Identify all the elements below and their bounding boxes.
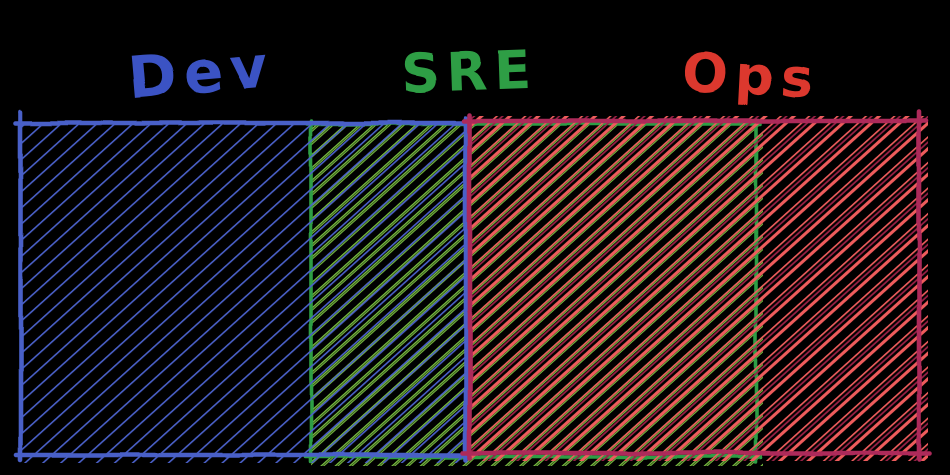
dev-border: [13, 109, 475, 463]
ops-border: [460, 109, 932, 462]
ops-hatch-area: [470, 116, 928, 461]
dev-hatch-area: [21, 124, 468, 463]
labels: Dev SRE Ops: [125, 32, 821, 112]
dev-set: [13, 109, 475, 463]
sre-label: SRE: [400, 40, 538, 106]
ops-set: [460, 109, 932, 462]
dev-label: Dev: [125, 32, 277, 112]
ops-label: Ops: [681, 40, 822, 110]
